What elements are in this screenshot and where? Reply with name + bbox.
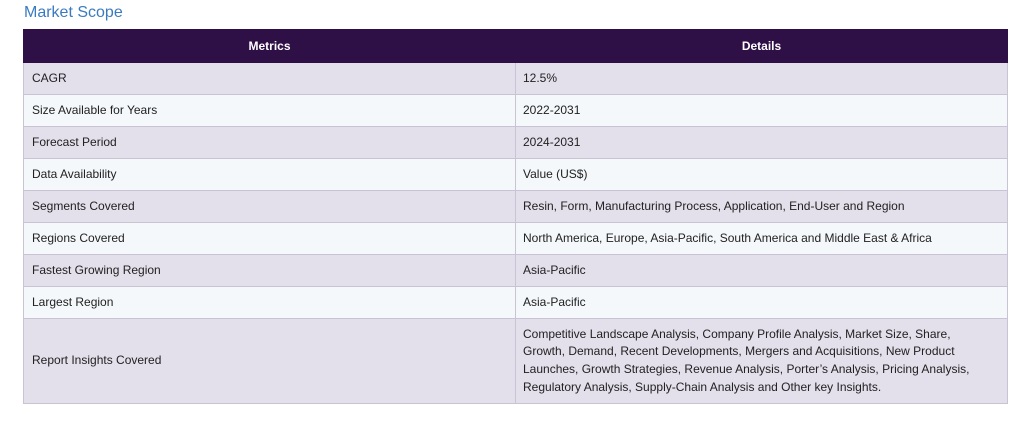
detail-cell: 2024-2031 xyxy=(515,126,1008,159)
metric-cell: Report Insights Covered xyxy=(23,318,516,404)
table-row: Largest Region Asia-Pacific xyxy=(23,286,1008,319)
table-row: Size Available for Years 2022-2031 xyxy=(23,94,1008,127)
metric-cell: Regions Covered xyxy=(23,222,516,255)
table-row: Fastest Growing Region Asia-Pacific xyxy=(23,254,1008,287)
market-scope-table: Metrics Details CAGR 12.5% Size Availabl… xyxy=(23,29,1008,404)
detail-cell: Resin, Form, Manufacturing Process, Appl… xyxy=(515,190,1008,223)
detail-cell: 12.5% xyxy=(515,62,1008,95)
table-row: Segments Covered Resin, Form, Manufactur… xyxy=(23,190,1008,223)
detail-cell: 2022-2031 xyxy=(515,94,1008,127)
table-header-row: Metrics Details xyxy=(23,29,1008,63)
detail-cell: Asia-Pacific xyxy=(515,254,1008,287)
table-row: Regions Covered North America, Europe, A… xyxy=(23,222,1008,255)
metric-cell: Segments Covered xyxy=(23,190,516,223)
metric-cell: Size Available for Years xyxy=(23,94,516,127)
metric-cell: Largest Region xyxy=(23,286,516,319)
detail-cell: Competitive Landscape Analysis, Company … xyxy=(515,318,1008,404)
table-row: CAGR 12.5% xyxy=(23,62,1008,95)
metric-cell: Data Availability xyxy=(23,158,516,191)
detail-cell: Value (US$) xyxy=(515,158,1008,191)
header-metrics: Metrics xyxy=(23,29,516,63)
table-row: Report Insights Covered Competitive Land… xyxy=(23,318,1008,404)
header-details: Details xyxy=(515,29,1008,63)
metric-cell: Forecast Period xyxy=(23,126,516,159)
metric-cell: Fastest Growing Region xyxy=(23,254,516,287)
table-row: Forecast Period 2024-2031 xyxy=(23,126,1008,159)
detail-cell: North America, Europe, Asia-Pacific, Sou… xyxy=(515,222,1008,255)
section-title: Market Scope xyxy=(24,4,123,21)
metric-cell: CAGR xyxy=(23,62,516,95)
detail-cell: Asia-Pacific xyxy=(515,286,1008,319)
table-row: Data Availability Value (US$) xyxy=(23,158,1008,191)
